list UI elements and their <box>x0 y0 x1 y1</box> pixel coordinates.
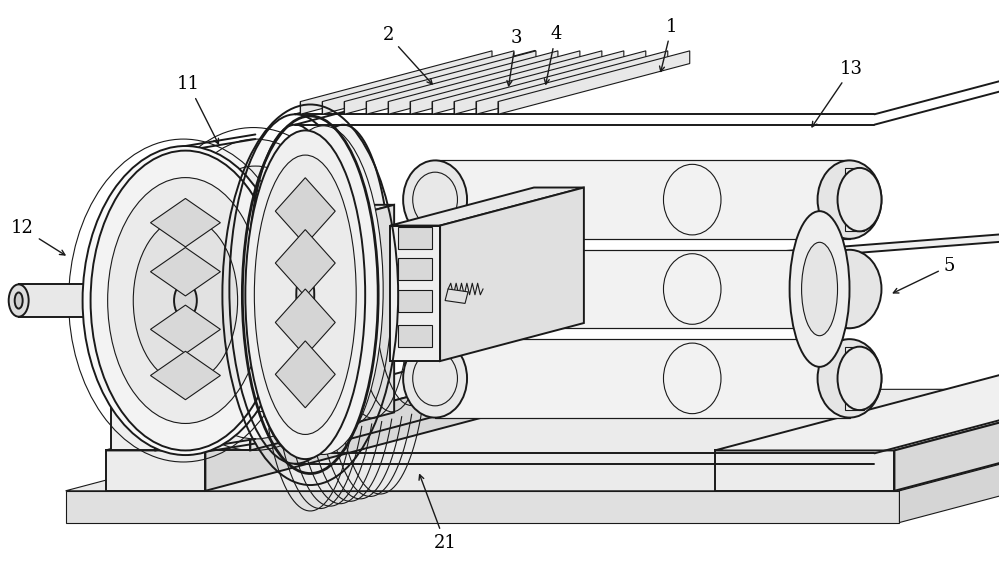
Polygon shape <box>440 187 584 361</box>
Ellipse shape <box>245 131 365 459</box>
Polygon shape <box>111 205 299 243</box>
Text: 1: 1 <box>660 18 678 72</box>
Text: 21: 21 <box>419 475 457 552</box>
Polygon shape <box>899 390 1000 523</box>
Ellipse shape <box>790 211 850 367</box>
Polygon shape <box>322 51 514 114</box>
Polygon shape <box>275 229 335 297</box>
Text: 13: 13 <box>812 60 863 127</box>
Ellipse shape <box>802 242 838 336</box>
Polygon shape <box>398 227 432 249</box>
Polygon shape <box>715 450 894 491</box>
Polygon shape <box>295 61 1000 289</box>
Polygon shape <box>19 284 174 317</box>
Polygon shape <box>435 339 850 417</box>
Text: 11: 11 <box>177 75 218 144</box>
Polygon shape <box>435 161 850 239</box>
Ellipse shape <box>15 292 23 309</box>
Polygon shape <box>66 390 1000 491</box>
Ellipse shape <box>178 166 333 412</box>
Ellipse shape <box>838 347 881 410</box>
Polygon shape <box>150 305 220 354</box>
Polygon shape <box>498 51 690 114</box>
Polygon shape <box>150 247 220 296</box>
Ellipse shape <box>818 339 881 417</box>
Ellipse shape <box>403 250 467 328</box>
Polygon shape <box>435 250 850 328</box>
Ellipse shape <box>263 126 383 454</box>
Ellipse shape <box>91 151 280 450</box>
Polygon shape <box>432 51 624 114</box>
Ellipse shape <box>108 177 263 424</box>
Polygon shape <box>410 51 602 114</box>
Ellipse shape <box>818 161 881 239</box>
Polygon shape <box>111 243 155 450</box>
Polygon shape <box>715 349 1000 450</box>
Ellipse shape <box>838 168 881 231</box>
Polygon shape <box>150 198 220 247</box>
Ellipse shape <box>403 339 467 417</box>
Polygon shape <box>150 351 220 400</box>
Polygon shape <box>845 168 864 231</box>
Text: 5: 5 <box>893 257 955 293</box>
Ellipse shape <box>296 270 314 320</box>
Ellipse shape <box>160 139 350 439</box>
Ellipse shape <box>133 218 238 383</box>
Text: 4: 4 <box>544 25 562 84</box>
Polygon shape <box>388 51 580 114</box>
Polygon shape <box>205 205 394 243</box>
Polygon shape <box>398 325 432 347</box>
Polygon shape <box>454 51 646 114</box>
Polygon shape <box>155 205 299 450</box>
Polygon shape <box>398 290 432 312</box>
Ellipse shape <box>818 250 881 328</box>
Polygon shape <box>398 258 432 280</box>
Polygon shape <box>366 51 558 114</box>
Ellipse shape <box>9 284 29 317</box>
Polygon shape <box>390 187 584 225</box>
Polygon shape <box>445 289 468 303</box>
Polygon shape <box>894 349 1000 491</box>
Polygon shape <box>106 450 205 491</box>
Polygon shape <box>390 225 440 361</box>
Ellipse shape <box>403 161 467 239</box>
Polygon shape <box>106 349 589 450</box>
Polygon shape <box>275 341 335 408</box>
Ellipse shape <box>203 206 308 372</box>
Polygon shape <box>275 289 335 356</box>
Text: 12: 12 <box>11 220 65 255</box>
Polygon shape <box>275 177 335 244</box>
Ellipse shape <box>174 283 197 318</box>
Ellipse shape <box>254 155 356 435</box>
Text: 3: 3 <box>507 29 522 86</box>
Polygon shape <box>205 349 589 491</box>
Polygon shape <box>300 51 492 114</box>
Polygon shape <box>250 205 394 450</box>
Polygon shape <box>344 51 536 114</box>
Polygon shape <box>476 51 668 114</box>
Polygon shape <box>845 347 864 410</box>
Polygon shape <box>205 243 250 450</box>
Text: 2: 2 <box>382 26 432 84</box>
Ellipse shape <box>83 146 288 455</box>
Polygon shape <box>66 491 899 523</box>
